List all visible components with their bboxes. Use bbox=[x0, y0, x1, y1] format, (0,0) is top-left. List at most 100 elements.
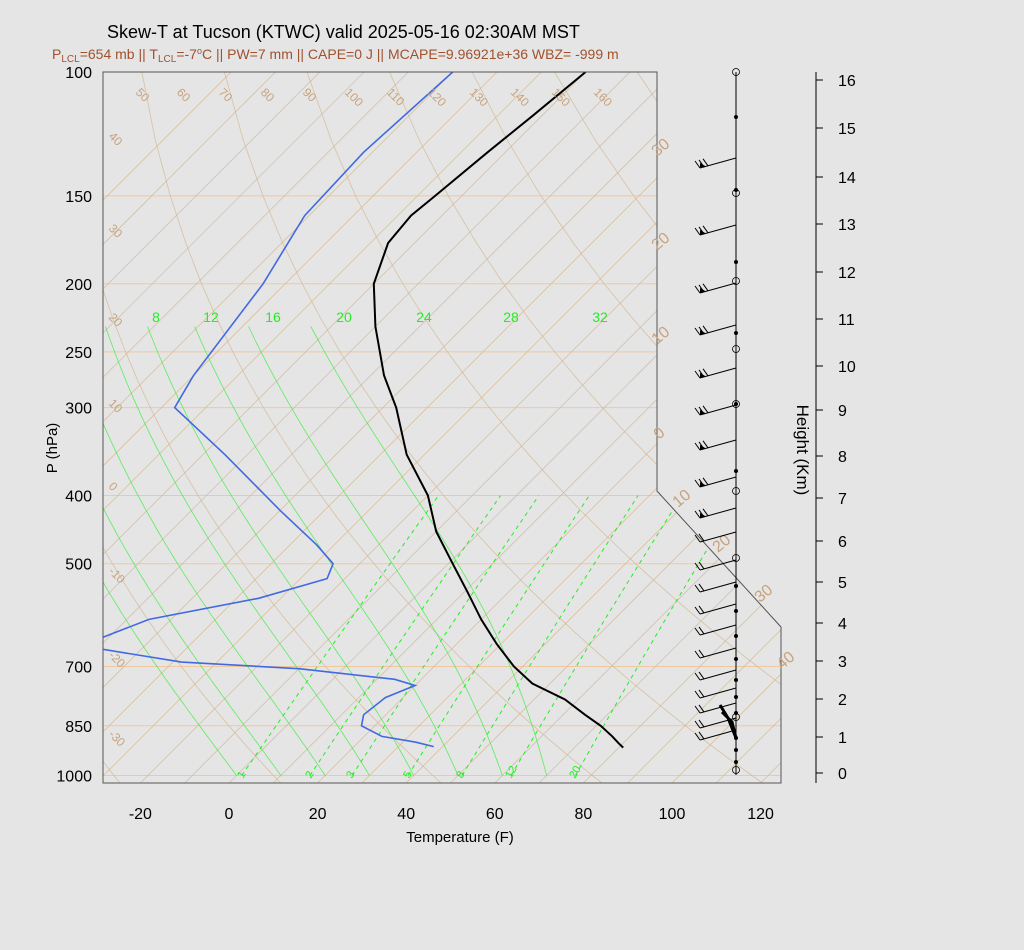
isotherm-line bbox=[103, 72, 764, 783]
lcl-p-sub: LCL bbox=[61, 54, 80, 65]
wind-barb-flag bbox=[698, 719, 705, 728]
height-dot bbox=[734, 584, 738, 588]
isotherm-line bbox=[894, 72, 1024, 783]
mixing-ratio-label: 5 bbox=[401, 769, 414, 780]
lcl-t-sub: LCL bbox=[158, 54, 177, 65]
height-tick-label: 2 bbox=[838, 692, 847, 709]
mixing-ratio-label: 28 bbox=[503, 309, 519, 325]
height-ring bbox=[732, 400, 740, 408]
height-tick-label: 6 bbox=[838, 534, 847, 551]
moist-adiabat-line bbox=[194, 326, 459, 776]
mixing-ratio-label: 32 bbox=[592, 309, 608, 325]
wind-barb-flag bbox=[694, 720, 701, 729]
wind-barb-flag bbox=[694, 285, 701, 294]
wind-barb-flag bbox=[694, 732, 701, 741]
lcl-t-deg: o bbox=[197, 46, 202, 56]
isotherm-line bbox=[273, 72, 781, 783]
dry-adiabat-line bbox=[306, 72, 781, 783]
wind-barb bbox=[699, 507, 737, 519]
wind-barb-flag bbox=[694, 407, 701, 416]
wind-barb-flag bbox=[694, 160, 701, 169]
mixing-ratio-label: 8 bbox=[454, 769, 467, 780]
wind-barb-pennant bbox=[700, 482, 706, 487]
wind-barb-flag bbox=[698, 533, 705, 542]
wind-barb-flag bbox=[694, 672, 701, 681]
x-tick-label: 120 bbox=[747, 806, 774, 823]
height-dot bbox=[734, 748, 738, 752]
height-ring bbox=[732, 766, 740, 774]
isotherm-line bbox=[450, 72, 781, 783]
wind-barb-flag bbox=[694, 327, 701, 336]
mixing-ratio-label: 20 bbox=[336, 309, 352, 325]
wind-barb-flag bbox=[694, 562, 701, 571]
wind-barb-pennant bbox=[700, 288, 706, 293]
height-ring bbox=[732, 277, 740, 285]
wind-barb-flag bbox=[702, 477, 709, 486]
mixing-ratio-line bbox=[351, 495, 540, 776]
x-tick-label: 60 bbox=[486, 806, 504, 823]
moist-adiabat-line bbox=[310, 326, 547, 776]
y-axis-label: P (hPa) bbox=[44, 423, 61, 474]
height-ring bbox=[732, 189, 740, 197]
height-dot bbox=[734, 188, 738, 192]
height-tick-label: 13 bbox=[838, 217, 856, 234]
wind-barb-flag bbox=[694, 705, 701, 714]
isotherm-line bbox=[982, 72, 1024, 783]
isotherm-line bbox=[103, 72, 453, 783]
mixing-ratio-line bbox=[309, 495, 502, 776]
wind-barb-flag bbox=[694, 534, 701, 543]
x-axis-label: Temperature (F) bbox=[406, 829, 514, 846]
wind-barb-flag bbox=[698, 561, 705, 570]
height-tick-label: 7 bbox=[838, 491, 847, 508]
height-dot bbox=[734, 331, 738, 335]
isotherm-line bbox=[849, 72, 1024, 783]
isotherm-label: 90 bbox=[300, 85, 320, 105]
moist-adiabat-line bbox=[248, 326, 503, 776]
isotherm-label: 140 bbox=[508, 85, 532, 109]
wind-barb-flag bbox=[698, 671, 705, 680]
dry-adiabat-line bbox=[224, 72, 763, 783]
height-tick-label: 15 bbox=[838, 121, 856, 138]
dry-adiabat-line bbox=[103, 72, 281, 783]
height-dot bbox=[734, 711, 738, 715]
wind-barb bbox=[699, 439, 737, 451]
wind-barb bbox=[699, 669, 737, 681]
wind-barb-flag bbox=[694, 442, 701, 451]
isotherm-label: 150 bbox=[549, 85, 573, 109]
wind-barb-flag bbox=[702, 405, 709, 414]
height-tick-label: 16 bbox=[838, 73, 856, 90]
wind-barb-flag bbox=[702, 508, 709, 517]
wind-barb bbox=[699, 324, 737, 336]
y-tick-label: 200 bbox=[65, 277, 92, 294]
y-tick-label: 100 bbox=[65, 65, 92, 82]
mixing-ratio-label: 12 bbox=[503, 764, 520, 781]
isotherm-line bbox=[103, 72, 498, 783]
isotherm-line bbox=[317, 72, 781, 783]
x-tick-label: -20 bbox=[129, 806, 152, 823]
x-tick-label: 20 bbox=[309, 806, 327, 823]
wind-barb-pennant bbox=[700, 513, 706, 518]
isotherm-line bbox=[103, 72, 675, 783]
dry-adiabat-line bbox=[471, 72, 781, 783]
wind-barb bbox=[699, 603, 737, 615]
height-ring bbox=[732, 554, 740, 562]
plot-frame bbox=[102, 71, 782, 784]
wind-barb-flag bbox=[698, 704, 705, 713]
mixing-ratio-label: 20 bbox=[567, 764, 584, 781]
wind-barb-pennant bbox=[700, 163, 706, 168]
lcl-t-value: =-7 bbox=[176, 46, 197, 62]
isotherm-line bbox=[103, 72, 409, 783]
mixing-ratio-label: 1 bbox=[235, 769, 248, 780]
wind-barb bbox=[699, 404, 737, 416]
height-tick-label: 5 bbox=[838, 575, 847, 592]
temperature-line bbox=[372, 72, 624, 749]
height-tick-label: 9 bbox=[838, 403, 847, 420]
wind-barb-flag bbox=[702, 440, 709, 449]
y-tick-label: 400 bbox=[65, 489, 92, 506]
y-tick-label: 250 bbox=[65, 345, 92, 362]
isotherm-label: -20 bbox=[106, 648, 128, 670]
celsius-label: 30 bbox=[752, 582, 777, 607]
wind-barb bbox=[699, 224, 737, 236]
